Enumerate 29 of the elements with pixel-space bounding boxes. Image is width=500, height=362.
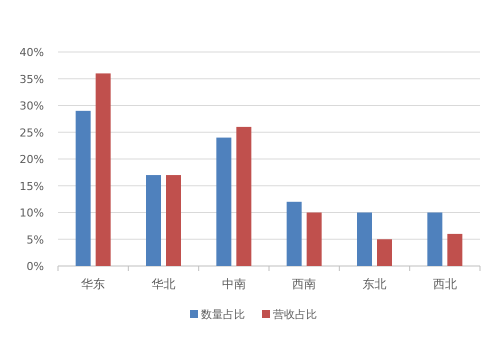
y-tick-label: 40% xyxy=(20,46,44,59)
x-tick-label: 华东 xyxy=(81,277,106,291)
bar xyxy=(377,239,392,266)
bar xyxy=(76,110,91,266)
bar xyxy=(216,138,232,266)
y-tick-label: 35% xyxy=(20,72,44,86)
x-tick-label: 中南 xyxy=(222,277,246,291)
y-tick-label: 0% xyxy=(26,260,44,273)
legend-label: 数量占比 xyxy=(201,308,245,321)
legend-label: 营收占比 xyxy=(273,308,317,321)
y-tick-label: 5% xyxy=(26,233,44,246)
bar xyxy=(96,73,111,266)
bar xyxy=(286,202,302,266)
y-tick-label: 25% xyxy=(20,126,44,140)
y-tick-label: 20% xyxy=(20,153,44,166)
x-tick-label: 西北 xyxy=(432,277,457,291)
y-tick-label: 30% xyxy=(20,100,44,112)
bar xyxy=(236,126,252,266)
y-tick-label: 10% xyxy=(20,206,44,220)
x-tick-label: 东北 xyxy=(362,277,386,291)
y-tick-label: 15% xyxy=(20,180,44,193)
bar xyxy=(427,212,442,266)
bar xyxy=(357,212,372,266)
x-tick-label: 华北 xyxy=(152,277,176,291)
bar xyxy=(146,175,161,266)
bar xyxy=(166,175,181,266)
x-tick-label: 西南 xyxy=(292,277,316,291)
bar xyxy=(306,212,322,266)
bar xyxy=(447,234,462,266)
